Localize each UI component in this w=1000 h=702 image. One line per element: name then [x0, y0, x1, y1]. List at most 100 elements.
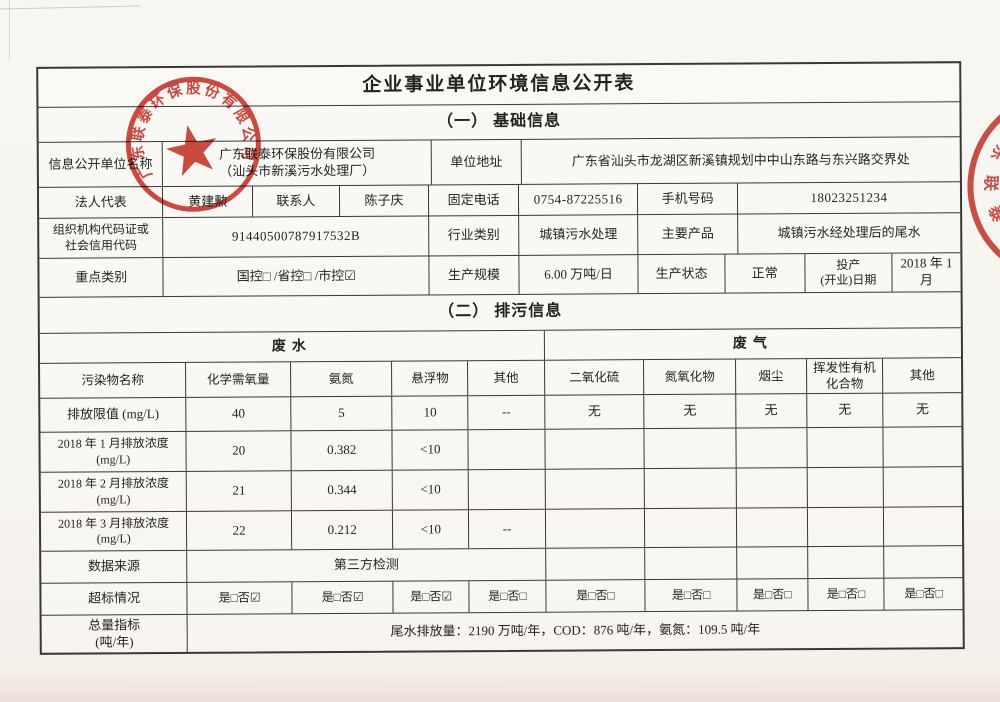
page-title: 企业事业单位环境信息公开表 [362, 73, 636, 96]
col-header-ss: 悬浮物 [392, 361, 469, 396]
phone-label: 固定电话 [429, 184, 520, 216]
start-date-value: 2018 年 1 月 [900, 255, 953, 288]
data-source-gas4 [807, 546, 885, 579]
month1-label-line1: 2018 年 1 月排放浓度 [57, 436, 169, 451]
scale-value: 6.00 万吨/日 [519, 255, 639, 294]
basic-row-category: 重点类别 国控□ /省控□ /市控☑ 生产规模 6.00 万吨/日 生产状态 正… [39, 253, 961, 298]
exceed-checkbox-ss: 是□否☑ [393, 581, 470, 613]
exceed-checkbox-cod: 是□否☑ [187, 582, 293, 614]
col-header-so2: 二氧化硫 [544, 360, 645, 395]
month3-voc [807, 507, 885, 547]
col-header-pollutant: 污染物名称 [40, 362, 187, 398]
industry-label: 行业类别 [429, 215, 520, 256]
month3-dust [736, 508, 808, 547]
product-label: 主要产品 [638, 214, 739, 255]
exceed-label: 超标情况 [41, 582, 188, 615]
exceed-checkbox-nh3n: 是□否☑ [292, 581, 395, 614]
month3-so2 [545, 509, 646, 548]
contact-label: 联系人 [252, 185, 340, 217]
org-code-label-line1: 组织机构代码证或 [52, 222, 149, 237]
unit-name-line2: （汕头市新溪污水处理厂） [219, 162, 376, 179]
scan-artifact-bottom [0, 672, 1000, 702]
data-source-gas1 [545, 548, 646, 580]
month3-label-line1: 2018 年 3 月排放浓度 [58, 515, 170, 531]
legal-rep-label: 法人代表 [38, 187, 164, 218]
col-header-other-gas: 其他 [909, 368, 935, 383]
limit-cod: 40 [186, 397, 292, 431]
paper-edge-top [0, 5, 140, 10]
month2-row: 2018 年 2 月排放浓度 (mg/L) 21 0.344 <10 [40, 467, 962, 513]
month1-row: 2018 年 1 月排放浓度 (mg/L) 20 0.382 <10 [40, 427, 962, 473]
mobile-label: 手机号码 [638, 183, 739, 215]
basic-row-orgcode: 组织机构代码证或 社会信用代码 91440500787917532B 行业类别 … [39, 213, 961, 259]
limit-other-gas: 无 [915, 401, 929, 417]
month1-other-water [468, 429, 546, 470]
month1-label-line2: (mg/L) [96, 451, 131, 466]
month2-label-line1: 2018 年 2 月排放浓度 [57, 476, 169, 491]
month2-nox [645, 468, 737, 509]
start-date-label: 投产 (开业)日期 [804, 253, 893, 293]
section1-title: （一） 基础信息 [436, 112, 562, 131]
address-value: 广东省汕头市龙湖区新溪镇规划中中山东路与东兴路交界处 [571, 151, 910, 169]
col-header-other-water: 其他 [468, 360, 546, 396]
month2-other-water [468, 469, 546, 510]
section2-header-row: （二） 排污信息 [39, 292, 961, 334]
legal-rep-value: 黄建勲 [163, 186, 254, 218]
wastewater-group-header: 废水 [39, 330, 545, 363]
month3-other-gas [884, 507, 962, 545]
title-row: 企业事业单位环境信息公开表 [38, 63, 960, 108]
partial-seal-circle [967, 90, 1000, 283]
col-header-nox: 氮氧化物 [644, 359, 737, 395]
scale-label: 生产规模 [429, 255, 520, 295]
col-header-nh3n: 氨氮 [290, 361, 393, 397]
key-category-value: 国控□ /省控□ /市控☑ [163, 256, 430, 297]
limit-so2: 无 [545, 395, 645, 429]
total-label: 总量指标 (吨/年) [41, 614, 189, 653]
limit-voc: 无 [806, 393, 884, 428]
key-category-label: 重点类别 [39, 258, 165, 297]
month2-other-gas [884, 467, 962, 506]
phone-value: 0754-87225516 [518, 184, 639, 215]
month2-cod: 21 [187, 471, 292, 511]
month1-nox [644, 428, 737, 469]
month1-voc [807, 427, 884, 468]
month3-cod: 22 [187, 511, 293, 550]
month3-row: 2018 年 3 月排放浓度 (mg/L) 22 0.212 <10 -- [40, 507, 963, 552]
month2-label-line2: (mg/L) [96, 491, 131, 506]
product-value: 城镇污水经处理后的尾水 [777, 224, 921, 241]
status-value: 正常 [725, 254, 806, 293]
month3-nox [645, 508, 738, 548]
data-source-gas3 [737, 547, 809, 579]
month3-label: 2018 年 3 月排放浓度 (mg/L) [40, 511, 188, 551]
unit-name-label: 信息公开单位名称 [38, 142, 164, 187]
month3-ss: <10 [393, 510, 470, 549]
month3-other-water: -- [469, 509, 546, 549]
limit-nh3n: 5 [291, 396, 393, 431]
exceed-checkbox-nox: 是□否□ [645, 579, 738, 612]
section1-header-row: （一） 基础信息 [38, 102, 960, 143]
limit-row: 排放限值 (mg/L) 40 5 10 -- 无 无 无 无 无 [40, 393, 962, 433]
exceed-checkbox-so2: 是□否□ [546, 580, 646, 612]
month2-nh3n: 0.344 [291, 470, 394, 511]
paper-edge-left [9, 0, 10, 60]
month3-label-line2: (mg/L) [96, 531, 131, 546]
month1-nh3n: 0.382 [291, 430, 394, 471]
limit-label: 排放限值 (mg/L) [40, 397, 187, 432]
exceed-checkbox-voc: 是□否□ [808, 578, 885, 611]
address-label: 单位地址 [431, 139, 522, 185]
month2-dust [736, 468, 808, 508]
exceed-checkbox-other-water: 是□否□ [469, 580, 547, 613]
exceed-checkbox-dust: 是□否□ [737, 579, 809, 611]
month1-ss: <10 [392, 430, 469, 470]
limit-ss: 10 [392, 396, 469, 430]
status-label: 生产状态 [638, 254, 726, 294]
month3-nh3n: 0.212 [291, 510, 394, 550]
month2-ss: <10 [393, 470, 470, 510]
month2-label: 2018 年 2 月排放浓度 (mg/L) [40, 471, 188, 512]
total-label-line1: 总量指标 [88, 617, 141, 633]
total-value: 尾水排放量：2190 万吨/年，COD：876 吨/年，氨氮：109.5 吨/年 [390, 621, 761, 639]
month1-so2 [545, 429, 646, 469]
start-date-label-line2: (开业)日期 [820, 272, 877, 288]
org-code-label: 组织机构代码证或 社会信用代码 [39, 218, 164, 258]
data-source-label: 数据来源 [41, 550, 188, 583]
